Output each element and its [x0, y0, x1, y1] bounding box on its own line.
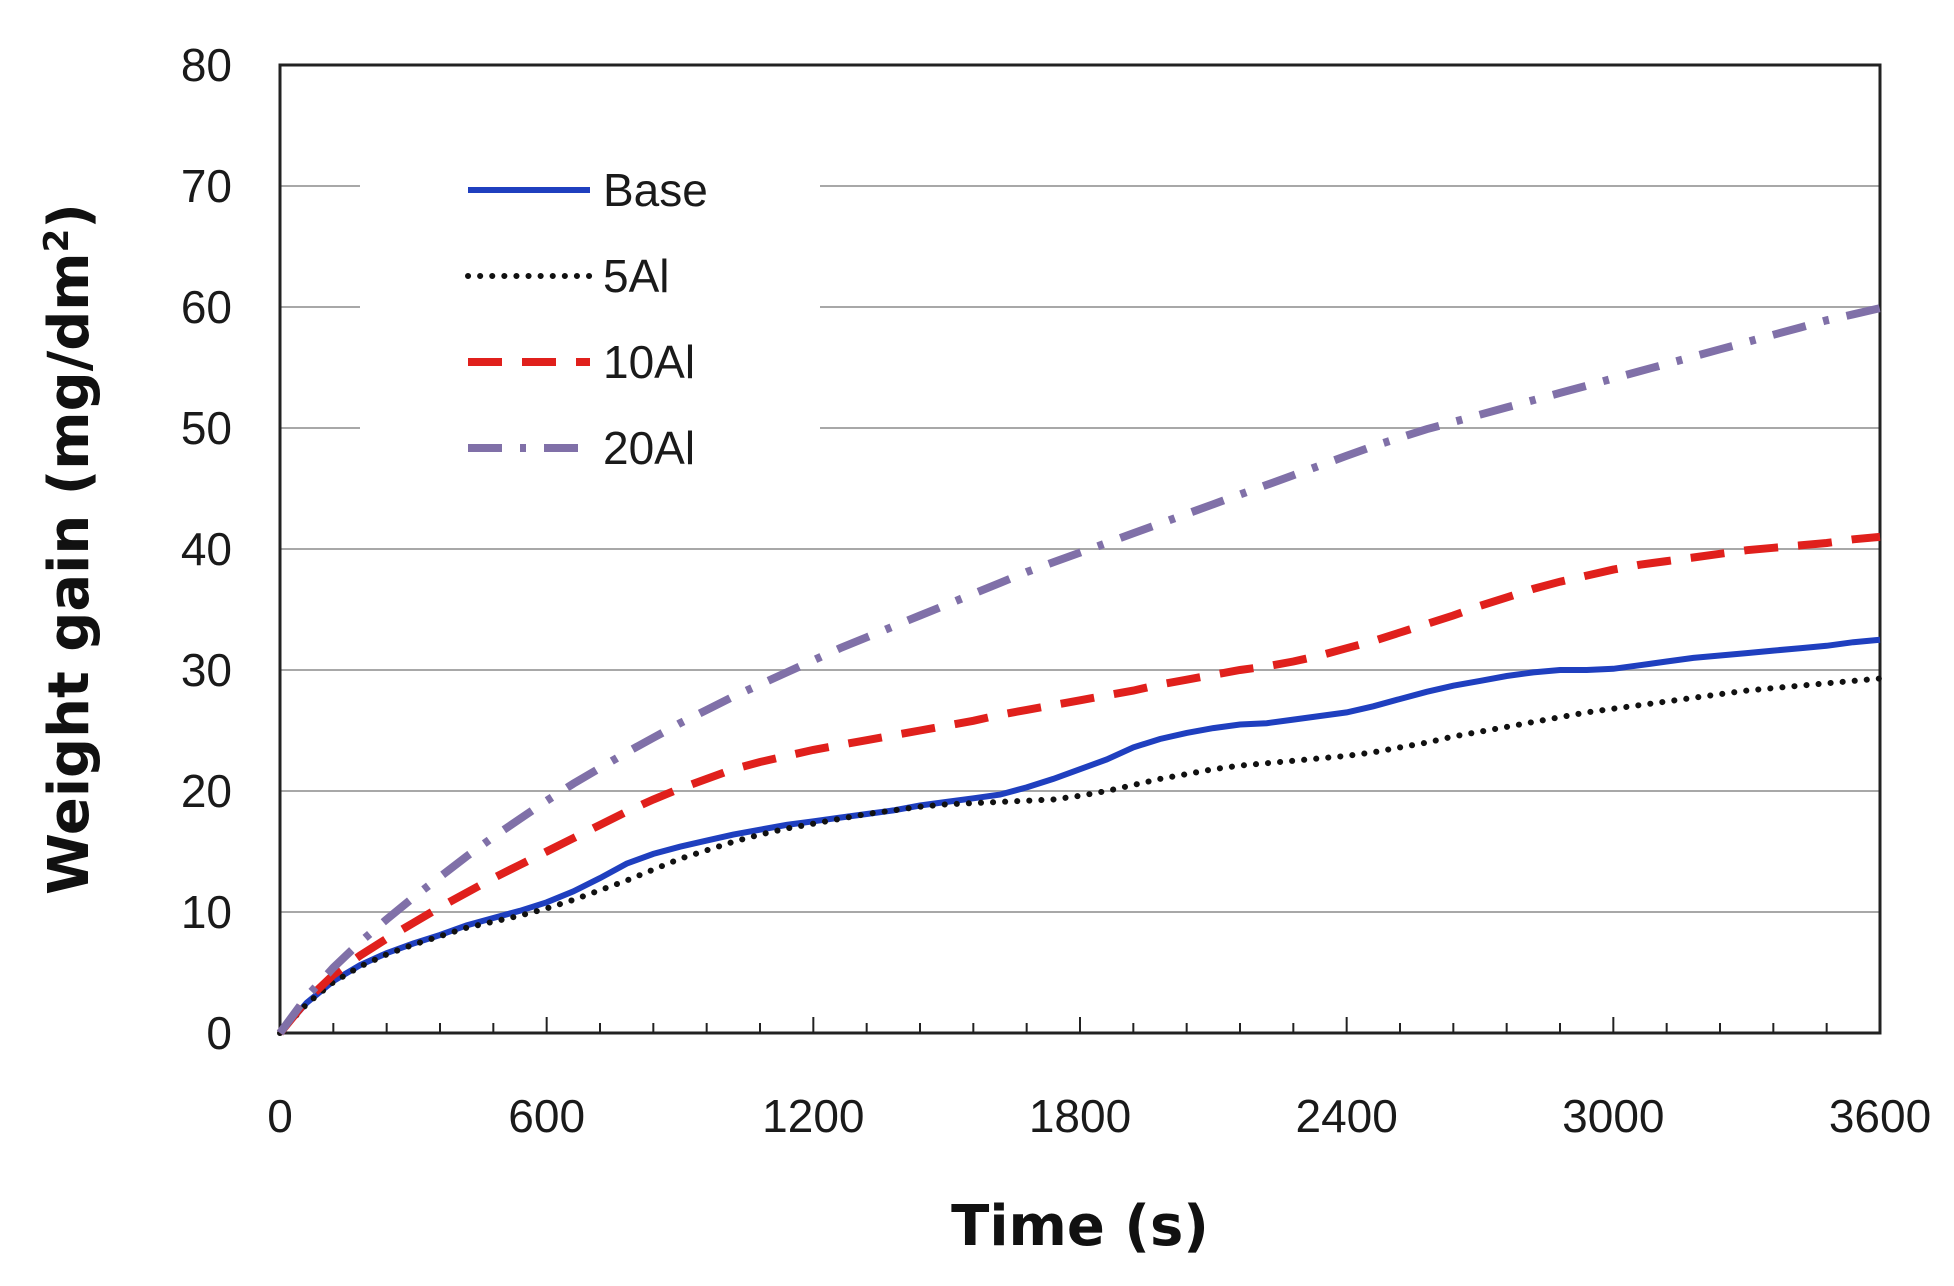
- y-tick-label: 40: [181, 523, 232, 575]
- x-minor-ticks: [279, 1017, 1881, 1033]
- x-tick-label: 3600: [1829, 1090, 1931, 1142]
- y-tick-label: 0: [206, 1007, 232, 1059]
- y-tick-label: 60: [181, 281, 232, 333]
- x-tick-label: 600: [508, 1090, 585, 1142]
- series-line-base: [277, 636, 1881, 1035]
- series-line-10al: [276, 532, 1881, 1036]
- x-tick-label: 1800: [1029, 1090, 1131, 1142]
- y-tick-label: 50: [181, 402, 232, 454]
- y-tick-label: 20: [181, 765, 232, 817]
- x-tick-label: 0: [267, 1090, 293, 1142]
- y-tick-label: 70: [181, 160, 232, 212]
- y-axis-title-superscript: 2: [37, 229, 77, 253]
- series-line-20al: [276, 304, 1881, 1036]
- legend-label-base: Base: [603, 164, 708, 216]
- y-tick-labels: 0 10 20 30 40 50 60 70 80: [181, 39, 232, 1059]
- x-axis-title: Time (s): [951, 1194, 1209, 1259]
- legend-label-20al: 20Al: [603, 422, 695, 474]
- legend-label-5al: 5Al: [603, 250, 669, 302]
- y-axis-title: Weight gain (mg/dm2): [37, 203, 102, 895]
- legend: Base 5Al 10Al 20Al: [360, 150, 820, 480]
- y-tick-label: 80: [181, 39, 232, 91]
- legend-background: [360, 150, 820, 480]
- legend-label-10al: 10Al: [603, 336, 695, 388]
- y-axis-title-main: Weight gain (mg/dm: [37, 252, 102, 895]
- data-series: [276, 304, 1883, 1036]
- x-tick-labels: 0 600 1200 1800 2400 3000 3600: [267, 1090, 1931, 1142]
- x-tick-label: 3000: [1562, 1090, 1664, 1142]
- y-axis-title-end: ): [37, 203, 102, 229]
- y-tick-label: 10: [181, 886, 232, 938]
- x-tick-label: 2400: [1295, 1090, 1397, 1142]
- x-tick-label: 1200: [762, 1090, 864, 1142]
- series-line-5al: [277, 675, 1883, 1036]
- y-tick-label: 30: [181, 644, 232, 696]
